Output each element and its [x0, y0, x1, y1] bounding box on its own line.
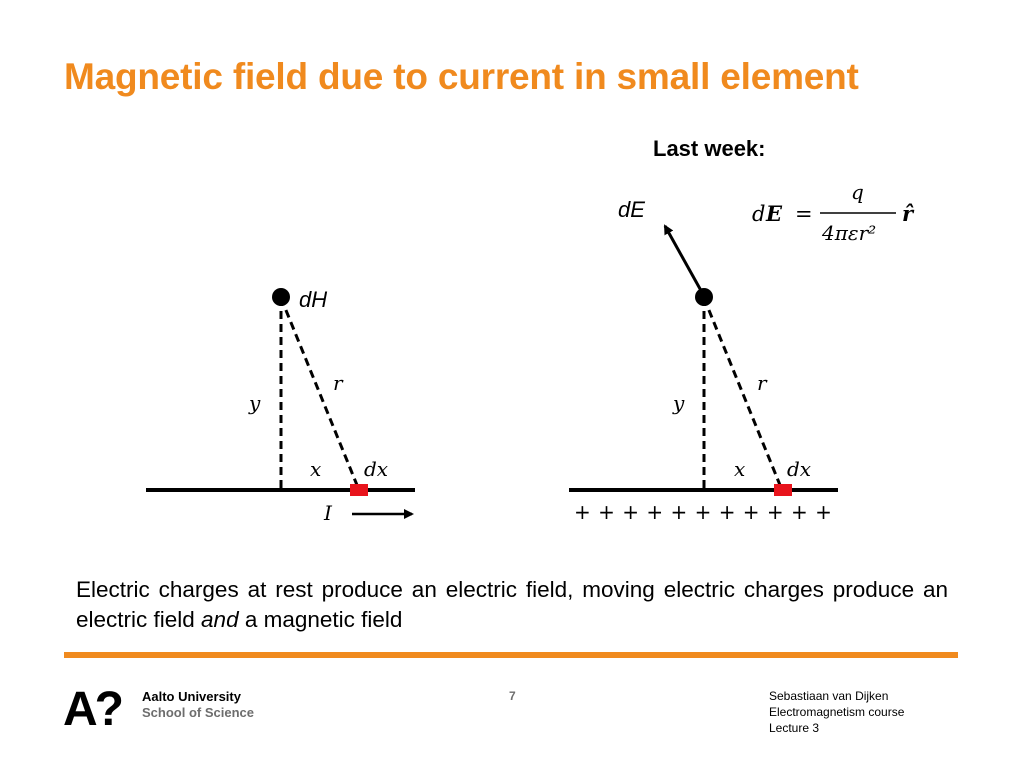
- left-dx-label: dx: [364, 457, 388, 481]
- formula-rhat: r̂: [902, 201, 915, 226]
- left-x-label: x: [310, 457, 321, 481]
- left-dh-label: dH: [299, 287, 327, 312]
- left-current-label: I: [323, 501, 333, 525]
- right-charge-element: [774, 484, 792, 496]
- left-r-dashed-line: [279, 297, 361, 491]
- left-y-label: y: [248, 391, 261, 415]
- right-charges-row: + + + + + + + + + + +: [574, 500, 832, 524]
- aalto-logo-text: Aalto University School of Science: [142, 689, 254, 721]
- right-diagram: dE y r x dx + + + + + + + + + + + d E = …: [569, 180, 915, 524]
- formula-numerator: q: [851, 180, 864, 204]
- body-paragraph: Electric charges at rest produce an elec…: [76, 575, 948, 635]
- page-number: 7: [509, 689, 516, 703]
- right-r-dashed-line: [702, 297, 784, 491]
- last-week-label: Last week:: [653, 136, 766, 161]
- course-name: Electromagnetism course: [769, 705, 905, 719]
- body-text-emphasis: and: [201, 607, 239, 632]
- footer-divider: [64, 652, 958, 658]
- slide-title: Magnetic field due to current in small e…: [64, 56, 859, 97]
- formula-equals: =: [795, 202, 813, 226]
- right-field-point: [695, 288, 713, 306]
- author-name: Sebastiaan van Dijken: [769, 689, 889, 703]
- left-current-element: [350, 484, 368, 496]
- formula-d: d: [752, 202, 765, 226]
- right-field-arrow: [663, 224, 706, 297]
- left-r-label: r: [333, 371, 344, 395]
- left-diagram: dH y r x dx I: [146, 287, 415, 525]
- diagrams: dH y r x dx I dE y r x dx + + + + + + + …: [146, 180, 915, 525]
- formula-E: E: [765, 201, 783, 226]
- right-x-label: x: [734, 457, 745, 481]
- right-y-label: y: [672, 391, 685, 415]
- right-r-label: r: [757, 371, 768, 395]
- aalto-logo-mark: A?: [63, 683, 124, 736]
- body-text-after: a magnetic field: [238, 607, 403, 632]
- right-dx-label: dx: [787, 457, 811, 481]
- university-name: Aalto University: [142, 689, 241, 704]
- footer-info: Sebastiaan van Dijken Electromagnetism c…: [769, 688, 904, 736]
- formula-denominator: 4πεr²: [821, 221, 876, 245]
- right-de-label: dE: [618, 197, 645, 222]
- lecture-number: Lecture 3: [769, 721, 820, 735]
- left-field-point: [272, 288, 290, 306]
- coulomb-formula: d E = q 4πεr² r̂: [752, 180, 915, 245]
- school-name: School of Science: [142, 705, 254, 720]
- body-text-before: Electric charges at rest produce an elec…: [76, 577, 948, 632]
